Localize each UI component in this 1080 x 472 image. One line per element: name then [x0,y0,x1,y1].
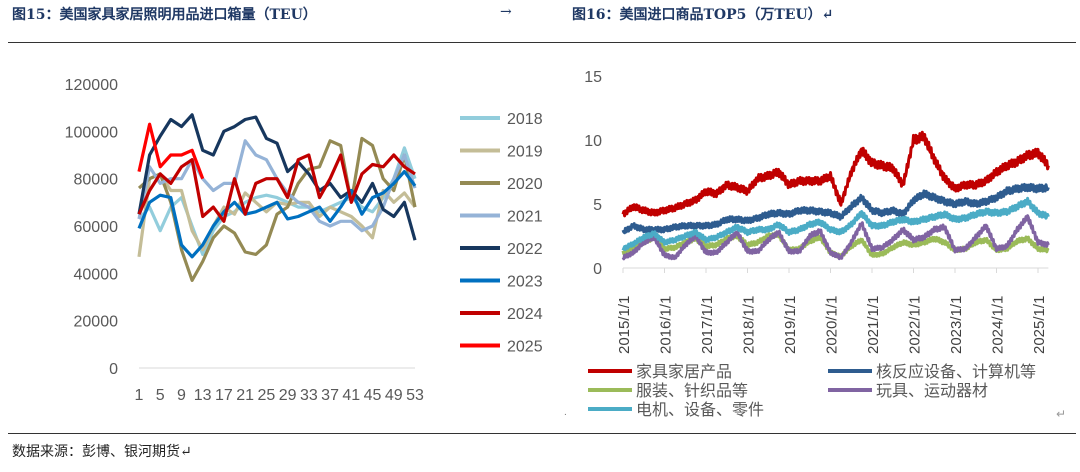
x-tick-label: 33 [300,387,318,404]
legend-label-2021: 2021 [507,209,543,226]
x-tick-label: 2018/1/1 [741,296,758,354]
series-line-家具家居产品 [621,130,1050,218]
x-tick-label: 2024/1/1 [990,296,1007,354]
legend-label-2019: 2019 [507,144,543,161]
x-tick-label: 41 [342,387,360,404]
legend-label: 玩具、运动器材 [876,382,988,400]
y-tick-label: 80000 [74,172,119,189]
series-line-2022 [137,113,417,241]
x-tick-label: 2020/1/1 [824,296,841,354]
legend-label-2023: 2023 [507,274,543,291]
legend-label: 核反应设备、计算机等 [876,362,1036,381]
legend-label-2020: 2020 [507,176,543,193]
x-tick-label: 2015/1/1 [616,296,633,354]
x-tick-label: 5 [156,387,165,404]
legend-label: 电机、设备、零件 [636,401,764,419]
series-line-2023 [137,170,417,259]
x-tick-label: 49 [385,387,403,404]
legend-label-2025: 2025 [507,339,543,356]
y-tick-label: 60000 [74,219,119,236]
legend-label-2022: 2022 [507,241,543,258]
return-mark: ↵ [1056,407,1066,421]
y-tick-label: 0 [593,261,602,278]
y-tick-label: 40000 [74,266,119,283]
x-tick-label: 25 [257,387,275,404]
x-tick-label: 21 [236,387,254,404]
x-tick-label: 37 [321,387,339,404]
x-tick-label: 13 [194,387,212,404]
y-tick-label: 20000 [74,314,119,331]
right-chart-title: 图16：美国进口商品TOP5（万TEU）↵ [572,7,834,23]
x-tick-label: 2016/1/1 [658,296,675,354]
x-tick-label: 2019/1/1 [782,296,799,354]
legend-label: 家具家居产品 [636,363,732,381]
series-line-玩具、运动器材 [621,214,1050,261]
x-tick-label: 45 [364,387,382,404]
y-tick-label: 0 [109,361,118,378]
x-tick-label: 53 [406,387,424,404]
stray-dot: . [564,407,567,418]
y-tick-label: 5 [593,197,602,214]
legend-label-2018: 2018 [507,111,543,128]
series-line-核反应设备、计算机等 [621,182,1050,235]
legend-label: 服装、针织品等 [636,382,748,400]
series-line-电机、设备、零件 [621,196,1050,252]
y-tick-label: 100000 [65,124,118,141]
x-tick-label: 2022/1/1 [907,296,924,354]
source-note: 数据来源：彭博、银河期货↵ [12,444,192,460]
x-tick-label: 29 [279,387,297,404]
y-tick-label: 120000 [65,77,118,94]
left-chart-title: 图15：美国家具家居照明用品进口箱量（TEU） [12,7,317,23]
legend-label-2024: 2024 [507,306,543,323]
arrow-mark: → [500,4,512,20]
x-tick-label: 2025/1/1 [1031,296,1048,354]
x-tick-label: 1 [135,387,144,404]
x-tick-label: 9 [177,387,186,404]
right-chart: 0 5 10 15 2015/1/1 2016/1/1 2017/1/1 2018/1/1 20… [584,69,1050,419]
x-tick-label: 2023/1/1 [948,296,965,354]
series-line-2025 [137,122,205,180]
series-line-2020 [137,136,417,282]
y-tick-label: 15 [584,69,602,86]
left-chart: 0 20000 40000 60000 80000 100000 120000 1 5 9 13 17… [65,77,543,404]
bottom-rule [8,433,1076,434]
x-tick-label: 17 [215,387,233,404]
x-tick-label: 2017/1/1 [699,296,716,354]
x-tick-label: 2021/1/1 [865,296,882,354]
series-line-2024 [137,153,416,223]
y-tick-label: 10 [584,133,602,150]
top-rule [8,42,1076,43]
